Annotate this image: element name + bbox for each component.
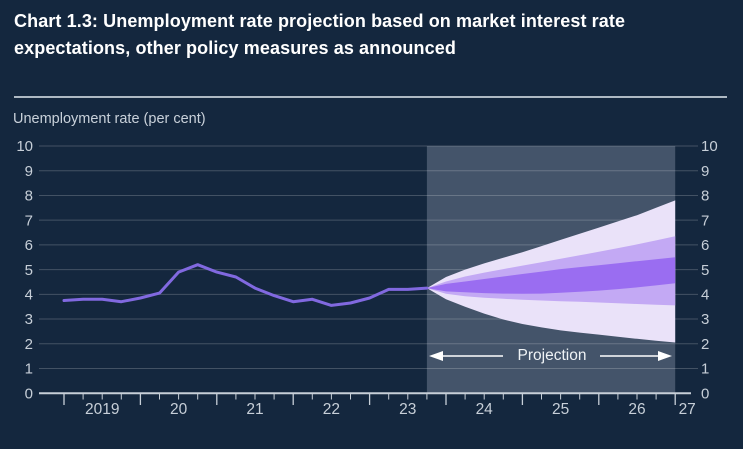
x-tick-label: 2019 — [85, 401, 119, 418]
y-tick-label-right: 8 — [701, 188, 709, 205]
y-tick-label-left: 10 — [16, 138, 33, 155]
y-tick-label-right: 4 — [701, 287, 709, 304]
title-divider — [14, 96, 727, 98]
y-tick-label-left: 7 — [25, 212, 33, 229]
y-tick-label-right: 6 — [701, 237, 709, 254]
x-tick-label: 25 — [552, 401, 569, 418]
projection-label: Projection — [517, 347, 587, 364]
y-tick-label-left: 6 — [25, 237, 33, 254]
arrow-left-icon — [429, 351, 443, 361]
y-tick-label-left: 2 — [25, 336, 33, 353]
y-axis-labels: 0 0 1 1 2 2 3 3 4 4 5 5 6 6 7 7 8 8 9 9 10 10 — [16, 138, 717, 402]
y-tick-label-left: 8 — [25, 188, 33, 205]
x-tick-label: 24 — [476, 401, 494, 418]
x-tick-label: 21 — [246, 401, 263, 418]
y-tick-label-right: 9 — [701, 163, 709, 180]
chart-title: Chart 1.3: Unemployment rate projection … — [14, 11, 626, 58]
arrow-right-icon — [658, 351, 672, 361]
y-tick-label-left: 3 — [25, 311, 33, 328]
x-axis-labels: 2019 20 21 22 23 24 25 26 27 — [85, 401, 696, 418]
y-tick-label-right: 1 — [701, 361, 709, 378]
x-tick-label: 27 — [679, 401, 696, 418]
y-tick-label-right: 7 — [701, 212, 709, 229]
y-tick-label-left: 4 — [25, 287, 33, 304]
fan-band-inner — [426, 257, 676, 294]
y-tick-label-left: 0 — [25, 385, 33, 402]
y-tick-label-right: 3 — [701, 311, 709, 328]
x-axis-ticks — [63, 394, 676, 405]
history-line — [62, 263, 429, 307]
y-axis-heading: Unemployment rate (per cent) — [13, 111, 206, 127]
projection-arrows — [429, 351, 672, 361]
x-tick-label: 22 — [323, 401, 340, 418]
y-tick-label-right: 2 — [701, 336, 709, 353]
y-tick-label-left: 5 — [25, 262, 33, 279]
y-tick-label-right: 5 — [701, 262, 709, 279]
y-tick-label-left: 1 — [25, 361, 33, 378]
y-tick-label-right: 10 — [701, 138, 718, 155]
x-tick-label: 26 — [628, 401, 645, 418]
x-tick-label: 20 — [170, 401, 188, 418]
y-tick-label-left: 9 — [25, 163, 33, 180]
x-tick-label: 23 — [399, 401, 416, 418]
y-tick-label-right: 0 — [701, 385, 709, 402]
